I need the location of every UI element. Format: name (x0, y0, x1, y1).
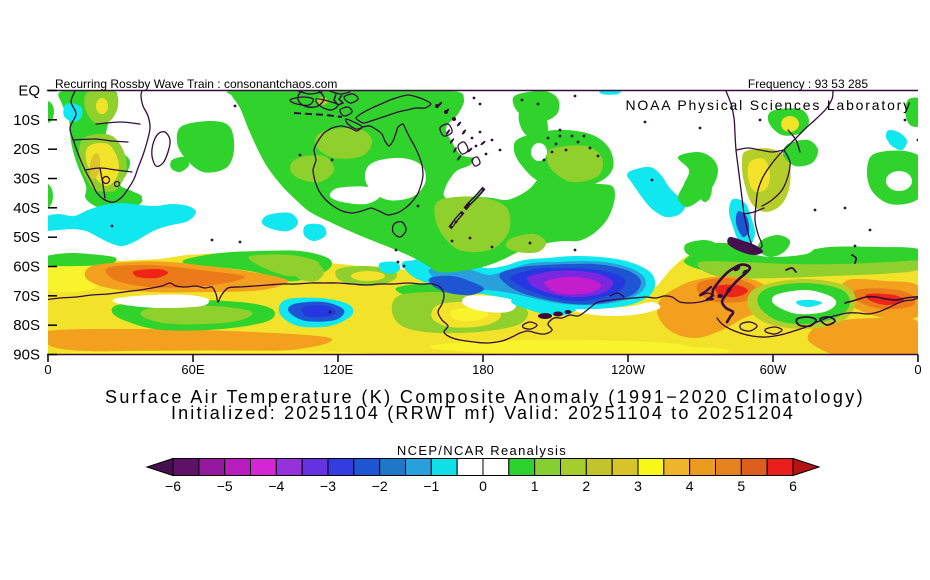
svg-text:10S: 10S (13, 112, 40, 129)
svg-text:5: 5 (737, 478, 745, 494)
svg-text:0: 0 (44, 362, 51, 377)
svg-text:30S: 30S (13, 171, 40, 188)
svg-text:EQ: EQ (18, 83, 40, 100)
svg-text:60S: 60S (13, 259, 40, 276)
svg-text:120E: 120E (323, 362, 354, 377)
svg-text:120W: 120W (611, 362, 646, 377)
svg-text:60W: 60W (760, 362, 787, 377)
svg-text:20S: 20S (13, 141, 40, 158)
svg-text:Initialized: 20251104 (RRWT mf: Initialized: 20251104 (RRWT mf) Valid: 2… (171, 403, 795, 423)
svg-text:180: 180 (472, 362, 494, 377)
svg-text:90S: 90S (13, 347, 40, 364)
svg-text:−1: −1 (423, 478, 439, 494)
svg-text:−6: −6 (165, 478, 181, 494)
svg-text:70S: 70S (13, 288, 40, 305)
svg-text:50S: 50S (13, 229, 40, 246)
svg-text:1: 1 (531, 478, 539, 494)
svg-text:80S: 80S (13, 317, 40, 334)
svg-text:4: 4 (686, 478, 694, 494)
svg-text:Frequency : 93 53 285: Frequency : 93 53 285 (748, 77, 868, 91)
svg-text:−5: −5 (217, 478, 233, 494)
svg-text:−4: −4 (268, 478, 284, 494)
svg-text:3: 3 (634, 478, 642, 494)
svg-text:−2: −2 (372, 478, 388, 494)
svg-text:40S: 40S (13, 200, 40, 217)
svg-text:NOAA Physical Sciences Laborat: NOAA Physical Sciences Laboratory (625, 97, 912, 113)
svg-text:2: 2 (582, 478, 590, 494)
svg-text:NCEP/NCAR Reanalysis: NCEP/NCAR Reanalysis (397, 443, 567, 458)
svg-text:0: 0 (479, 478, 487, 494)
svg-text:60E: 60E (181, 362, 204, 377)
svg-text:−3: −3 (320, 478, 336, 494)
svg-text:6: 6 (789, 478, 797, 494)
svg-text:0: 0 (914, 362, 921, 377)
svg-text:Recurring Rossby Wave Train :: Recurring Rossby Wave Train : consonantc… (55, 77, 337, 91)
svg-text:Surface Air Temperature (K) Co: Surface Air Temperature (K) Composite An… (105, 387, 865, 407)
